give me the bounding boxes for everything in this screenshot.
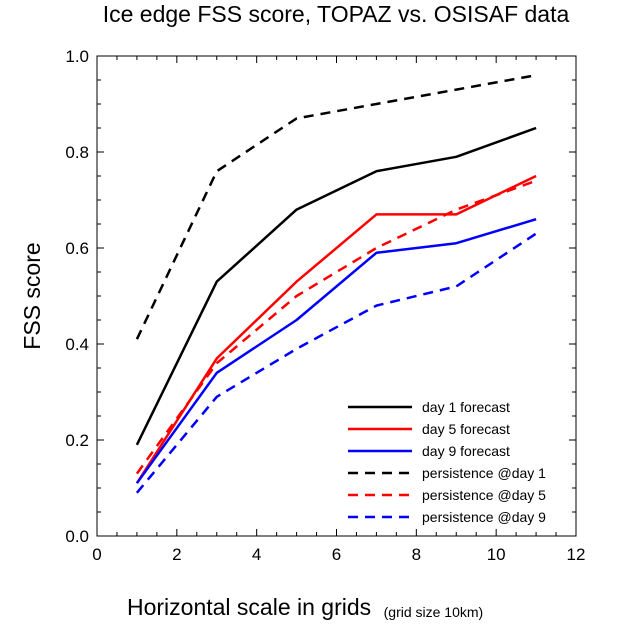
legend-label-3: day 9 forecast	[422, 443, 510, 459]
legend-label-4: persistence @day 1	[422, 465, 546, 481]
legend-label-1: day 1 forecast	[422, 399, 510, 415]
y-axis-title: FSS score	[19, 242, 45, 349]
x-axis-title-note: (grid size 10km)	[384, 604, 484, 620]
x-tick-label: 2	[172, 545, 181, 564]
series-line-1	[135, 126, 537, 446]
legend-label-2: day 5 forecast	[422, 421, 510, 437]
x-tick-label: 6	[332, 545, 341, 564]
legend: day 1 forecast day 5 forecast day 9 foreca…	[348, 399, 546, 525]
legend-label-5: persistence @day 5	[422, 487, 546, 503]
series-layer	[135, 73, 537, 494]
legend-label-6: persistence @day 9	[422, 509, 546, 525]
x-tick-label: 8	[412, 545, 421, 564]
x-tick-label: 10	[487, 545, 506, 564]
x-axis-ticks: 0 2 4 6 8 10 12	[92, 56, 585, 564]
y-tick-label: 1.0	[65, 47, 89, 66]
series-line-2	[135, 174, 537, 484]
y-tick-label: 0.0	[65, 527, 89, 546]
x-axis-title-group: Horizontal scale in grids (grid size 10k…	[127, 594, 483, 620]
y-tick-label: 0.8	[65, 143, 89, 162]
series-line-4	[135, 73, 537, 340]
y-tick-label: 0.6	[65, 239, 89, 258]
series-line-6	[135, 232, 537, 494]
y-tick-label: 0.2	[65, 431, 89, 450]
y-tick-label: 0.4	[65, 335, 89, 354]
x-tick-label: 0	[92, 545, 101, 564]
series-line-3	[135, 218, 537, 484]
plot-frame	[96, 55, 577, 537]
x-axis-title: Horizontal scale in grids	[127, 594, 371, 620]
x-tick-label: 4	[252, 545, 261, 564]
y-axis-ticks: 0.0 0.2 0.4 0.6 0.8 1.0	[65, 47, 576, 546]
x-tick-label: 12	[567, 545, 586, 564]
chart-title: Ice edge FSS score, TOPAZ vs. OSISAF dat…	[103, 1, 570, 27]
